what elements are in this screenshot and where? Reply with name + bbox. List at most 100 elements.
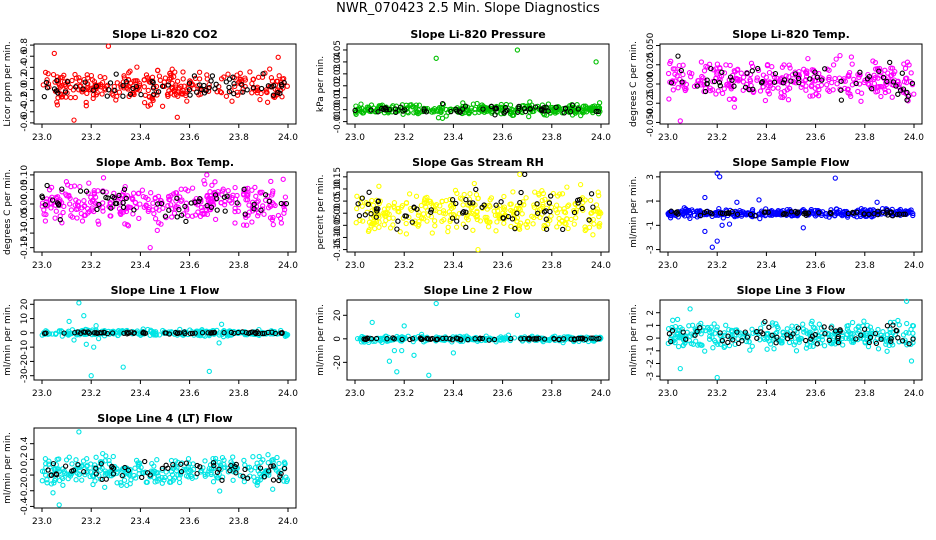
data-point xyxy=(474,100,480,107)
data-point xyxy=(153,470,159,476)
data-point xyxy=(281,200,287,207)
data-point xyxy=(59,186,65,192)
data-point xyxy=(837,86,843,92)
data-point xyxy=(880,329,886,335)
x-tick-label: 23.4 xyxy=(130,261,150,271)
data-point xyxy=(192,199,198,205)
data-point xyxy=(845,322,851,329)
data-point xyxy=(704,81,710,87)
x-tick-label: 23.0 xyxy=(32,517,52,527)
data-point xyxy=(882,67,888,73)
chart-title: Slope Line 2 Flow xyxy=(424,284,533,297)
data-point xyxy=(493,202,499,208)
plot-frame xyxy=(33,171,297,253)
y-axis-label: ml/min per min. xyxy=(3,432,13,504)
data-point xyxy=(356,213,363,219)
data-point xyxy=(403,220,409,227)
data-point xyxy=(98,461,104,467)
data-point xyxy=(363,336,369,342)
data-point xyxy=(866,81,872,88)
data-point xyxy=(174,195,180,201)
data-point xyxy=(764,346,770,352)
data-point xyxy=(807,76,813,82)
y-tick-label: 0 xyxy=(20,330,30,336)
data-point xyxy=(866,339,872,346)
data-point xyxy=(589,336,595,342)
x-tick-label: 23.4 xyxy=(130,517,150,527)
y-axis-label: ml/min per min. xyxy=(3,304,13,376)
data-point xyxy=(93,465,99,471)
data-point xyxy=(734,211,741,217)
data-point xyxy=(218,200,224,206)
data-point xyxy=(278,468,284,474)
plot-frame xyxy=(33,299,297,381)
data-point xyxy=(120,209,127,215)
chart-panel-2: Slope Li-820 Pressure 23.0 23.2 23.4 23.6 23.… xyxy=(316,28,611,143)
data-point xyxy=(781,93,787,99)
data-point xyxy=(167,196,173,203)
data-point xyxy=(780,330,786,336)
data-point xyxy=(76,75,82,81)
data-point xyxy=(91,330,98,336)
data-point xyxy=(130,90,137,96)
data-point xyxy=(209,182,215,188)
data-point xyxy=(257,465,264,471)
y-tick-label: -0.4 xyxy=(20,103,30,121)
data-point xyxy=(865,343,872,350)
data-point xyxy=(515,109,521,115)
data-point xyxy=(457,336,463,342)
data-point xyxy=(698,342,704,348)
data-point xyxy=(426,372,432,378)
data-point xyxy=(281,207,288,213)
data-point xyxy=(774,334,780,340)
data-point xyxy=(546,200,553,206)
data-point xyxy=(479,335,486,342)
data-point xyxy=(750,89,757,96)
data-point xyxy=(90,87,96,93)
data-point xyxy=(467,200,473,206)
data-point xyxy=(480,106,486,112)
data-point xyxy=(55,90,61,96)
data-point xyxy=(858,98,864,104)
data-point xyxy=(101,85,107,92)
data-point xyxy=(61,72,67,78)
data-point xyxy=(183,218,189,225)
data-point xyxy=(726,77,732,83)
data-point xyxy=(121,477,128,483)
data-point xyxy=(258,207,264,213)
data-point xyxy=(224,193,230,199)
data-point xyxy=(77,183,83,190)
data-point xyxy=(795,209,801,215)
data-point xyxy=(469,210,475,217)
data-point xyxy=(821,343,828,349)
x-tick-label: 23.4 xyxy=(443,133,463,143)
x-tick-label: 23.6 xyxy=(180,261,200,271)
data-point xyxy=(178,186,184,192)
data-point xyxy=(171,74,177,80)
data-point xyxy=(197,464,203,470)
data-point xyxy=(816,335,822,342)
data-point xyxy=(221,74,227,80)
data-point xyxy=(107,213,113,219)
data-point xyxy=(861,211,868,217)
data-point xyxy=(509,106,515,113)
data-point xyxy=(438,109,444,115)
data-point xyxy=(810,343,816,349)
data-point xyxy=(74,470,80,476)
y-tick-label: 0.03 xyxy=(333,64,343,84)
data-point xyxy=(250,76,256,83)
data-point xyxy=(198,86,204,93)
data-point xyxy=(71,337,77,343)
data-point xyxy=(566,202,572,208)
data-point xyxy=(543,205,550,211)
data-point xyxy=(178,461,184,467)
data-point xyxy=(276,73,282,79)
data-point xyxy=(394,369,400,375)
data-point xyxy=(832,175,838,181)
data-point xyxy=(398,204,405,210)
data-point xyxy=(156,207,162,213)
x-tick-label: 23.8 xyxy=(542,133,562,143)
data-point xyxy=(717,65,723,71)
data-point xyxy=(869,86,875,92)
data-point xyxy=(354,335,361,342)
